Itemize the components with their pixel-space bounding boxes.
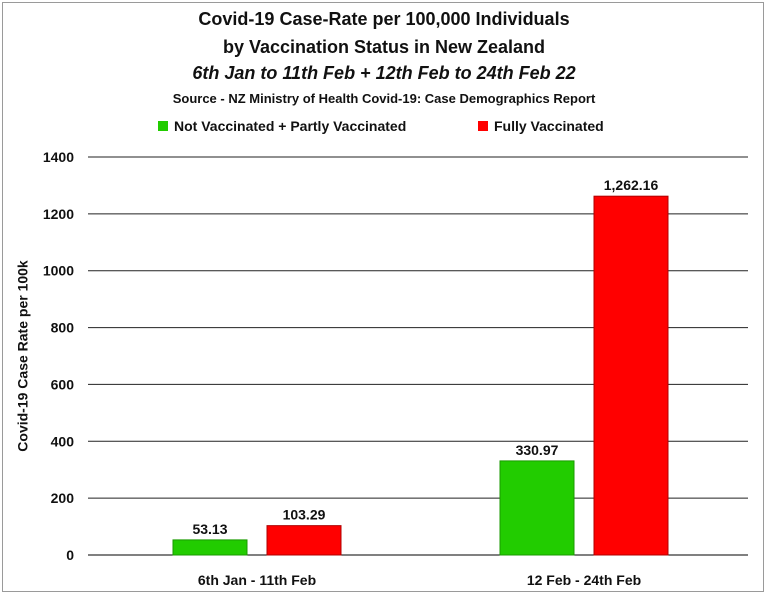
legend-label-not-vaccinated: Not Vaccinated + Partly Vaccinated [174, 118, 407, 134]
bar [499, 460, 575, 556]
bar [593, 195, 669, 556]
chart-subtitle: 6th Jan to 11th Feb + 12th Feb to 24th F… [192, 63, 576, 83]
y-tick-label: 200 [51, 490, 75, 506]
legend-item-fully-vaccinated: Fully Vaccinated [478, 118, 604, 134]
y-axis-title: Covid-19 Case Rate per 100k [14, 260, 31, 452]
legend-swatch-fully-vaccinated [478, 121, 488, 131]
chart-title-line2: by Vaccination Status in New Zealand [222, 37, 546, 57]
legend-label-fully-vaccinated: Fully Vaccinated [494, 118, 604, 134]
data-label: 1,262.16 [604, 177, 659, 193]
chart-source: Source - NZ Ministry of Health Covid-19:… [172, 91, 596, 106]
data-label: 53.13 [192, 521, 227, 537]
y-tick-label: 0 [66, 547, 74, 563]
y-tick-label: 600 [51, 376, 75, 392]
y-tick-label: 1400 [43, 149, 74, 165]
y-tick-label: 1200 [43, 206, 74, 222]
y-tick-label: 1000 [43, 263, 74, 279]
chart-title: Covid-19 Case-Rate per 100,000 Individua… [198, 9, 570, 29]
y-tick-label: 800 [51, 320, 75, 336]
bar [266, 525, 342, 556]
legend-item-not-vaccinated: Not Vaccinated + Partly Vaccinated [158, 118, 406, 134]
y-tick-label: 400 [51, 433, 75, 449]
legend-swatch-not-vaccinated [158, 121, 168, 131]
bar [172, 539, 248, 556]
chart-legend: Not Vaccinated + Partly Vaccinated Fully… [0, 118, 768, 138]
data-label: 330.97 [516, 442, 559, 458]
x-category-label: 6th Jan - 11th Feb [198, 572, 316, 588]
data-label: 103.29 [283, 507, 326, 523]
x-category-label: 12 Feb - 24th Feb [527, 572, 641, 588]
